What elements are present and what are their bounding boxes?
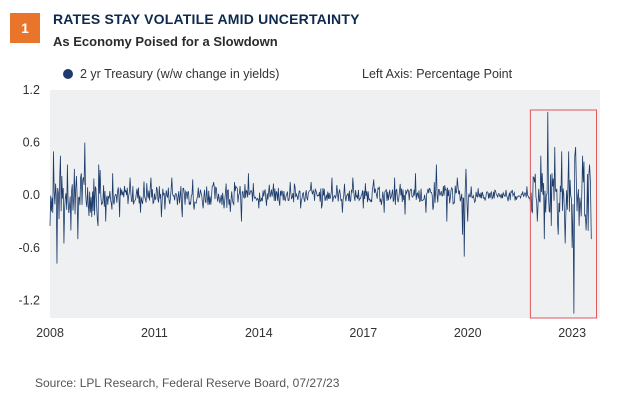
x-tick-label: 2011 — [141, 326, 168, 340]
legend-label: 2 yr Treasury (w/w change in yields) — [80, 67, 279, 81]
chart-subtitle: As Economy Poised for a Slowdown — [53, 34, 278, 49]
y-tick-label: -1.2 — [18, 293, 40, 307]
axis-note: Left Axis: Percentage Point — [362, 67, 513, 81]
y-tick-label: 1.2 — [23, 83, 40, 97]
x-tick-label: 2017 — [349, 326, 377, 340]
plot-area — [50, 90, 600, 318]
series-line-2yr-treasury — [49, 111, 592, 314]
figure-number-badge: 1 — [10, 13, 40, 43]
y-tick-label: 0.0 — [23, 188, 40, 202]
highlight-box — [529, 109, 598, 319]
x-tick-label: 2020 — [454, 326, 482, 340]
y-tick-label: -0.6 — [18, 241, 40, 255]
x-tick-label: 2014 — [245, 326, 273, 340]
y-tick-label: 0.6 — [23, 136, 40, 150]
chart-title: RATES STAY VOLATILE AMID UNCERTAINTY — [53, 11, 360, 27]
legend-marker-icon — [63, 69, 73, 79]
x-tick-label: 2008 — [36, 326, 64, 340]
x-tick-label: 2023 — [558, 326, 586, 340]
source-note: Source: LPL Research, Federal Reserve Bo… — [35, 376, 340, 390]
